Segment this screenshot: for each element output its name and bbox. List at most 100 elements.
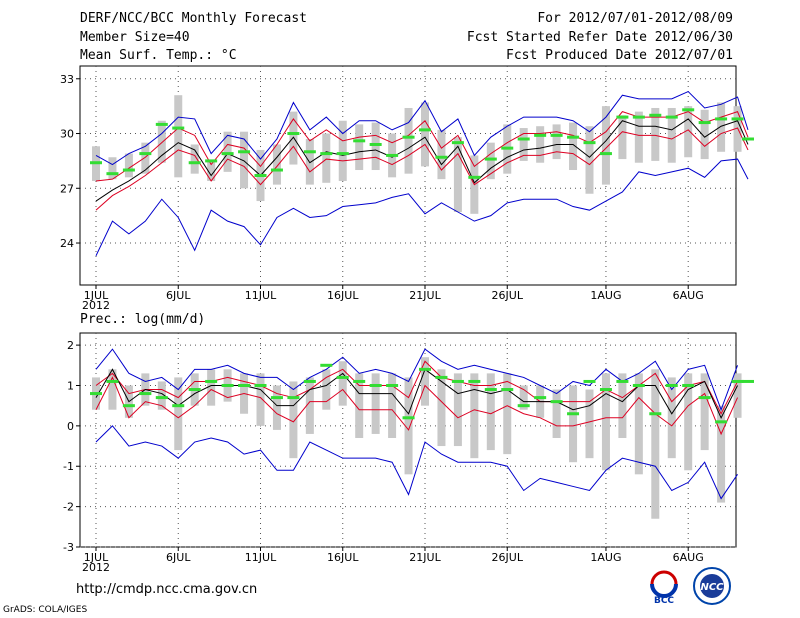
panel1-xtick-label: 6JUL [166, 289, 191, 302]
panel2-median-tick [534, 396, 547, 400]
panel1-median-tick-final [742, 137, 754, 141]
panel2-line-upper [95, 360, 738, 415]
panel1-median-tick [386, 153, 399, 157]
panel1-median-tick [353, 139, 366, 143]
panel2-obs-bar [305, 377, 314, 434]
panel1-median-tick [682, 108, 695, 112]
panel2-median-tick-final [742, 379, 754, 383]
panel2-obs-bar [618, 373, 627, 438]
panel1-obs-bar [338, 120, 347, 181]
panel2-median-tick [715, 420, 728, 424]
panel1-median-tick [484, 157, 497, 161]
panel2-xtick-label: 1JUL [84, 551, 109, 564]
panel2-median-tick [155, 396, 168, 400]
panel1-obs-bar [618, 115, 627, 160]
prec-panel-title: Prec.: log(mm/d) [80, 312, 205, 327]
panel2-median-tick [287, 396, 300, 400]
panel1-xtick-label: 26JUL [492, 289, 524, 302]
panel1-median-tick [303, 150, 316, 154]
panel1-line-min [95, 158, 749, 257]
panel1-line-mean [95, 118, 749, 202]
panel2-median-tick [616, 379, 629, 383]
panel2-obs-bar [453, 373, 462, 447]
panel1-median-tick [517, 137, 530, 141]
panel2-median-tick [682, 383, 695, 387]
panel1-median-tick [665, 115, 678, 119]
panel1-xtick-label: 1JUL [84, 289, 109, 302]
panel2-xtick-label: 21JUL [409, 551, 441, 564]
panel2-median-tick [254, 383, 267, 387]
panel1-obs-bar [453, 137, 462, 212]
panel2-ytick-label: 0 [67, 420, 74, 433]
panel2-median-tick [221, 383, 234, 387]
panel1-median-tick [270, 168, 283, 172]
panel2-frame [79, 332, 737, 548]
panel2-obs-bar [585, 389, 594, 459]
panel2-median-tick [303, 379, 316, 383]
panel2-xtick-year: 2012 [82, 561, 110, 574]
panel1-median-tick [402, 135, 415, 139]
panel2-obs-bar [667, 377, 676, 459]
panel2-median-tick [698, 396, 711, 400]
panel2-obs-bar [371, 373, 380, 434]
panel2-xtick-label: 6AUG [673, 551, 704, 564]
panel2-median-tick [649, 412, 662, 416]
panel2-obs-bar [421, 357, 429, 406]
panel1-xtick-label: 21JUL [409, 289, 441, 302]
panel2-line-max [95, 348, 739, 412]
panel1-median-tick [254, 174, 267, 177]
panel2-ytick-label: -1 [63, 460, 74, 473]
panel1-median-tick [698, 121, 711, 125]
panel2-obs-bar [519, 385, 528, 410]
panel2-obs-bar [552, 389, 561, 438]
panel2-line-lower [95, 376, 739, 436]
panel2-obs-bar [289, 381, 298, 459]
panel2-median-tick [188, 388, 201, 392]
panel2-median-tick [731, 379, 744, 383]
panel1-median-tick [451, 141, 464, 145]
panel2-obs-bar [388, 373, 397, 438]
panel1-obs-bar [190, 144, 199, 174]
panel1-obs-bar [174, 95, 183, 178]
panel2-obs-bar [470, 373, 479, 459]
panel2-obs-bar [700, 373, 709, 451]
panel2-xtick-label: 1AUG [590, 551, 621, 564]
bcc-logo-text: BCC [654, 596, 674, 606]
panel2-median-tick [369, 383, 382, 387]
forecast-range: For 2012/07/01-2012/08/09 [537, 11, 733, 26]
panel1-line-lower [95, 127, 749, 211]
ncc-logo-text: NCC [700, 582, 724, 593]
panel2-median-tick [484, 388, 497, 392]
panel1-obs-bar [569, 122, 578, 171]
panel2-xtick-label: 11JUL [245, 551, 277, 564]
panel1-median-tick [599, 152, 612, 156]
panel2-median-tick [320, 363, 333, 367]
ncc-logo: NCC [693, 567, 731, 605]
panel1-obs-bar [322, 133, 331, 183]
panel2-line-min [95, 425, 738, 500]
panel2-median-tick [632, 383, 645, 387]
panel1-median-tick [172, 126, 185, 130]
panel1-median-tick [715, 117, 728, 121]
panel2-obs-bar [601, 373, 610, 471]
panel2-xtick-label: 26JUL [492, 551, 524, 564]
panel1-median-tick [616, 115, 629, 119]
panel2-median-tick [90, 392, 102, 396]
panel2-line-mean [95, 368, 738, 419]
panel1-obs-bar [700, 109, 709, 160]
panel1-median-tick [90, 161, 102, 165]
panel1-obs-bar [272, 144, 281, 185]
panel2-median-tick [550, 400, 563, 404]
panel2-obs-bar [322, 369, 331, 410]
panel1-median-tick [567, 135, 580, 139]
panel1-obs-bar [536, 126, 545, 163]
panel1-median-tick [336, 152, 349, 156]
panel1-obs-bar [108, 157, 117, 180]
panel2-median-tick [599, 388, 612, 392]
panel1-obs-bar [141, 142, 150, 174]
panel2-median-tick [238, 383, 251, 387]
variable-label: Mean Surf. Temp.: °C [80, 48, 237, 63]
panel1-median-tick [106, 172, 119, 176]
panel1-obs-bar [667, 107, 676, 163]
panel1-frame [79, 65, 737, 286]
